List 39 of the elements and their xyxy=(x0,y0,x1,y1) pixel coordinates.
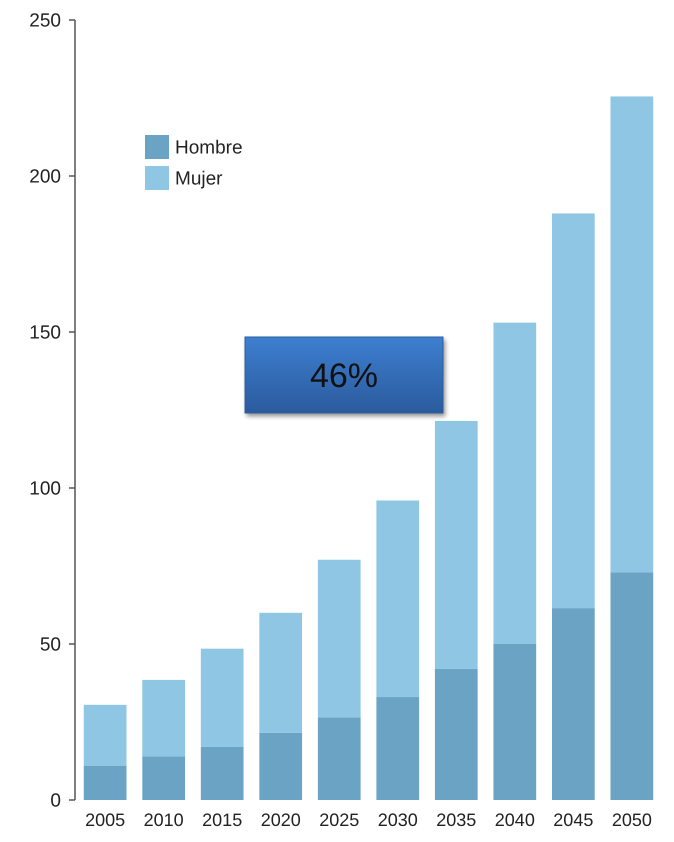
y-tick-label: 100 xyxy=(29,478,61,500)
legend-label: Hombre xyxy=(175,138,243,159)
bar xyxy=(376,697,420,800)
bar xyxy=(434,668,478,800)
x-tick-label: 2015 xyxy=(202,810,242,830)
y-tick-label: 0 xyxy=(50,790,61,812)
bar xyxy=(610,96,654,572)
bar xyxy=(200,746,244,800)
legend-label: Mujer xyxy=(175,168,224,190)
x-tick-label: 2010 xyxy=(144,810,184,830)
bar xyxy=(493,644,536,800)
bar xyxy=(142,680,186,756)
bar xyxy=(493,322,536,644)
y-tick-label: 50 xyxy=(40,634,61,656)
annotation: 46% xyxy=(310,356,378,395)
x-tick-label: 2030 xyxy=(378,810,418,830)
bar xyxy=(259,732,302,800)
bar xyxy=(142,756,186,800)
x-tick-label: 2005 xyxy=(85,810,126,830)
x-tick-label: 2020 xyxy=(260,810,301,830)
bar xyxy=(200,648,244,747)
x-tick-label: 2040 xyxy=(494,810,535,830)
bar xyxy=(434,420,478,669)
y-tick-label: 150 xyxy=(29,322,61,344)
bar xyxy=(376,500,420,698)
bar xyxy=(84,704,126,766)
x-tick-label: 2035 xyxy=(436,810,476,830)
y-tick-label: 200 xyxy=(29,166,61,188)
bar xyxy=(552,608,595,800)
y-tick-label: 250 xyxy=(29,10,61,32)
bar xyxy=(259,612,302,733)
x-tick-label: 2025 xyxy=(319,810,360,830)
bar xyxy=(84,766,126,800)
bar xyxy=(610,572,654,800)
x-tick-label: 2045 xyxy=(553,810,594,830)
bar xyxy=(318,560,361,718)
x-tick-label: 2050 xyxy=(612,810,652,830)
bar xyxy=(318,717,361,800)
bar xyxy=(552,213,595,608)
